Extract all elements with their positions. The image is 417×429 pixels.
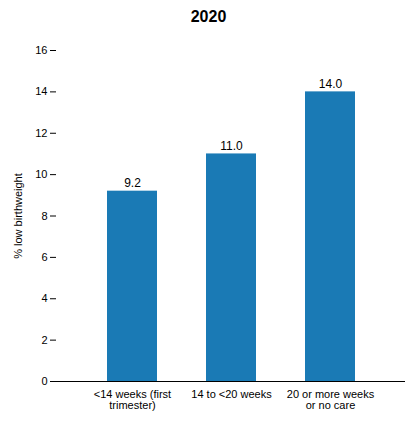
- svg-text:12: 12: [35, 127, 47, 139]
- svg-text:9.2: 9.2: [124, 176, 141, 190]
- svg-text:14.0: 14.0: [319, 77, 343, 91]
- svg-text:0: 0: [41, 375, 47, 387]
- svg-text:11.0: 11.0: [220, 139, 243, 153]
- svg-text:10: 10: [35, 168, 47, 180]
- svg-text:20 or more weeksor no care: 20 or more weeksor no care: [287, 388, 375, 411]
- svg-text:8: 8: [41, 210, 47, 222]
- svg-text:% low birthweight: % low birthweight: [12, 173, 24, 259]
- svg-text:4: 4: [41, 292, 47, 304]
- svg-text:16: 16: [35, 44, 47, 56]
- html-text:2020: 2020: [190, 8, 227, 25]
- svg-text:2: 2: [41, 334, 47, 346]
- svg-text:<14 weeks (firsttrimester): <14 weeks (firsttrimester): [94, 388, 171, 411]
- svg-text:6: 6: [41, 251, 47, 263]
- svg-text:14 to <20 weeks: 14 to <20 weeks: [191, 388, 272, 400]
- svg-text:14: 14: [35, 85, 47, 97]
